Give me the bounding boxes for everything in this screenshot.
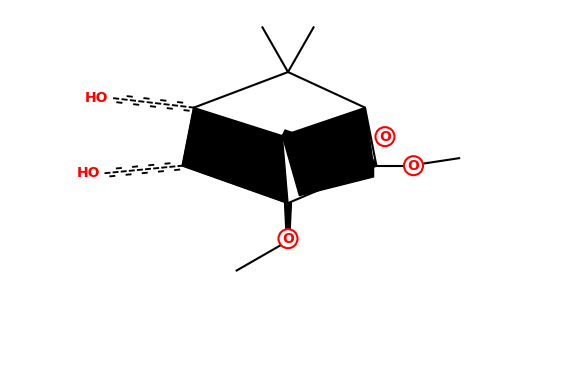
Text: O: O xyxy=(408,159,419,173)
Polygon shape xyxy=(183,108,288,203)
Polygon shape xyxy=(285,203,291,239)
Polygon shape xyxy=(282,130,377,166)
Text: HO: HO xyxy=(85,91,108,105)
Text: O: O xyxy=(282,232,294,246)
Text: O: O xyxy=(379,130,391,144)
Text: HO: HO xyxy=(76,166,100,180)
Polygon shape xyxy=(282,108,374,196)
